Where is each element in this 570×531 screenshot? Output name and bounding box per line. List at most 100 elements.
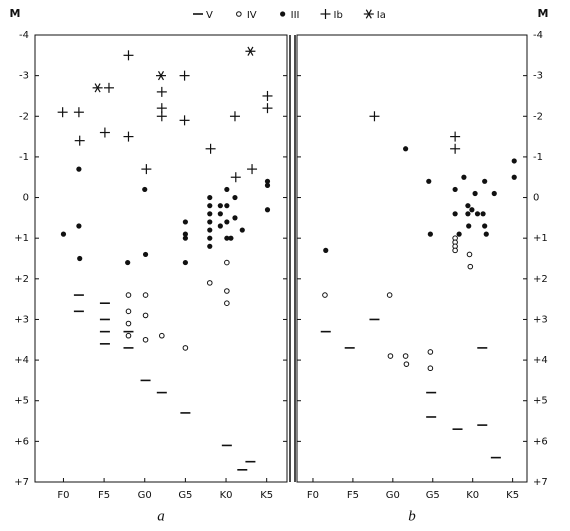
marker-circle (224, 300, 230, 307)
marker-dot (217, 211, 223, 217)
data-point (229, 111, 240, 122)
y-tick-label: +6 (14, 436, 29, 447)
data-point (207, 211, 213, 217)
data-point (179, 115, 190, 126)
x-tick-label: F5 (347, 490, 359, 501)
data-point (228, 235, 234, 241)
marker-dot (207, 235, 213, 241)
data-point (182, 219, 188, 225)
data-point (466, 251, 473, 258)
marker-circle (427, 349, 434, 355)
data-point (264, 178, 271, 184)
marker-dot (207, 227, 213, 233)
x-tick-label: K0 (220, 490, 233, 501)
data-point (125, 259, 131, 266)
data-point (182, 235, 188, 241)
data-point (264, 182, 271, 188)
marker-dot (207, 219, 213, 225)
y-tick-label: -1 (533, 152, 543, 163)
data-point (247, 164, 258, 175)
data-point (450, 143, 461, 154)
legend-label: Ib (334, 10, 343, 21)
marker-dot (207, 243, 213, 249)
marker-circle (236, 11, 242, 17)
panel-caption: b (408, 508, 416, 524)
marker-dot (232, 194, 238, 201)
marker-dot (403, 146, 409, 152)
marker-dot (228, 235, 234, 241)
data-point (511, 158, 517, 164)
data-point (322, 292, 328, 298)
marker-dot (465, 211, 471, 217)
data-point (230, 172, 241, 183)
data-point (426, 178, 432, 184)
marker-circle (224, 259, 230, 266)
data-point (450, 131, 461, 142)
marker-circle (125, 308, 132, 315)
y-tick-label: +6 (533, 436, 548, 447)
marker-dot (264, 182, 271, 188)
data-point (142, 292, 149, 298)
marker-circle (142, 292, 149, 298)
x-tick-label: G0 (138, 490, 152, 501)
y-tick-label: -3 (533, 71, 543, 82)
data-point (57, 107, 68, 118)
data-point (141, 164, 152, 175)
data-point (491, 190, 497, 197)
marker-dot (182, 235, 188, 241)
y-tick-label: +1 (14, 233, 29, 244)
marker-dot (217, 203, 223, 209)
marker-asterisk (94, 83, 101, 93)
data-point (323, 247, 329, 253)
marker-dot (483, 231, 489, 237)
data-point (467, 263, 474, 270)
x-tick-label: F0 (307, 490, 319, 501)
marker-circle (322, 292, 328, 298)
data-point (403, 361, 410, 367)
marker-dot (224, 235, 230, 241)
data-point (142, 251, 149, 258)
data-point (125, 308, 132, 315)
legend-item: Ib (320, 9, 343, 21)
y-tick-label: +2 (14, 274, 29, 285)
x-tick-label: K5 (260, 490, 273, 501)
marker-dot (491, 190, 497, 197)
marker-dot (224, 186, 230, 193)
plot-frame (34, 34, 288, 483)
marker-dot (474, 211, 481, 217)
marker-circle (387, 353, 394, 359)
marker-circle (403, 361, 410, 367)
data-point (461, 174, 467, 180)
y-axis-label: M (10, 7, 21, 20)
data-point (403, 146, 409, 152)
data-point (427, 365, 434, 372)
data-point (224, 288, 230, 294)
marker-dot (142, 251, 149, 258)
marker-dot (182, 231, 188, 237)
marker-dot (426, 178, 432, 184)
marker-dot (456, 231, 462, 237)
data-point (224, 219, 230, 225)
marker-dot (461, 174, 467, 180)
marker-dot (480, 211, 486, 217)
data-point (76, 166, 82, 172)
y-tick-label: +5 (533, 396, 548, 407)
marker-dot (323, 247, 329, 253)
data-point (245, 46, 256, 56)
data-point (480, 211, 486, 217)
marker-dot (224, 203, 230, 209)
data-point (474, 211, 481, 217)
y-tick-label: +3 (14, 314, 29, 325)
data-point (387, 353, 394, 359)
data-point (427, 231, 433, 237)
x-tick-label: G5 (426, 490, 440, 501)
data-point (482, 178, 488, 184)
x-tick-label: F5 (98, 490, 110, 501)
marker-circle (224, 288, 230, 294)
marker-dot (224, 219, 230, 225)
data-point (224, 235, 230, 241)
legend-item: V (193, 10, 213, 21)
data-point (207, 243, 213, 249)
marker-circle (125, 320, 132, 327)
marker-dot (77, 255, 83, 262)
